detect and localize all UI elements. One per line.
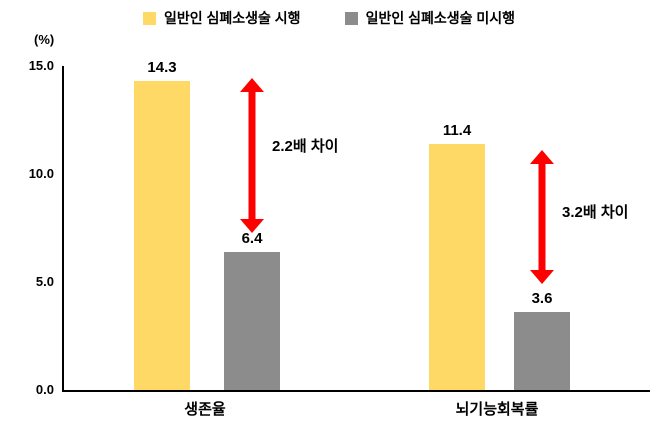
y-tick-15: 15.0 (28, 58, 54, 73)
bar-brain-recovery-cpr-performed: 11.4 (429, 122, 485, 390)
annotation-brain-recovery-difference: 3.2배 차이 (562, 204, 629, 221)
annotation-survival-difference: 2.2배 차이 (272, 138, 339, 155)
legend: 일반인 심폐소생술 시행 일반인 심폐소생술 미시행 (0, 8, 658, 28)
bar-value-label: 3.6 (531, 290, 553, 308)
y-tick-10: 10.0 (28, 166, 54, 181)
bar-value-label: 6.4 (241, 229, 263, 247)
red-double-arrow-icon (530, 150, 554, 284)
gray-square-icon (344, 11, 358, 25)
bar-brain-recovery-cpr-not-performed: 3.6 (514, 290, 570, 390)
x-category-label-brain-recovery: 뇌기능회복률 (455, 401, 539, 418)
plot-area: 14.3 6.4 11.4 3.6 2.2배 차이 3.2배 차이 (62, 59, 650, 392)
bar-survival-cpr-not-performed: 6.4 (224, 230, 280, 390)
arrow-shaft (248, 90, 256, 221)
bar-value-label: 11.4 (442, 121, 472, 139)
y-tick-0: 0.0 (35, 382, 54, 397)
yellow-square-icon (142, 11, 156, 25)
y-tick-5: 5.0 (35, 274, 54, 289)
legend-label-cpr-performed: 일반인 심폐소생술 시행 (163, 10, 301, 26)
legend-item-cpr-not-performed: 일반인 심폐소생술 미시행 (344, 8, 516, 28)
legend-item-cpr-performed: 일반인 심폐소생술 시행 (142, 8, 301, 28)
arrow-shaft (538, 162, 546, 272)
x-category-label-survival: 생존율 (184, 401, 226, 418)
y-axis-unit-label: (%) (34, 32, 55, 47)
red-double-arrow-icon (240, 78, 264, 233)
bar-value-label: 14.3 (147, 59, 177, 77)
legend-label-cpr-not-performed: 일반인 심폐소생술 미시행 (365, 10, 516, 26)
bar-survival-cpr-performed: 14.3 (134, 59, 190, 390)
